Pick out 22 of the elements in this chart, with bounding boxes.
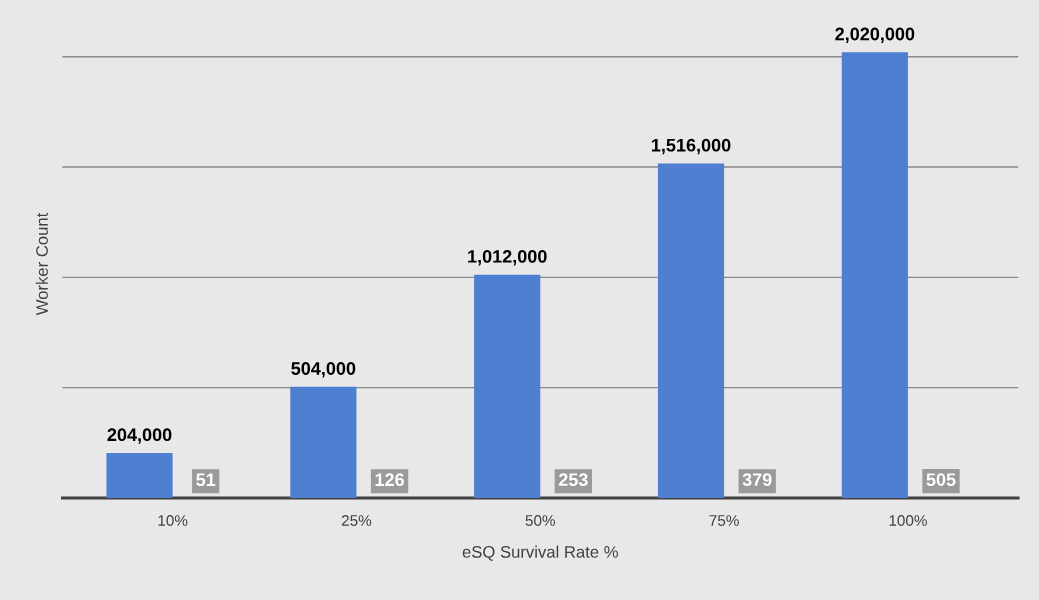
data-label: 379: [742, 473, 772, 487]
x-tick-label: 75%: [709, 515, 739, 526]
x-axis-title: eSQ Survival Rate %: [462, 545, 618, 561]
data-label: 1,516,000: [651, 138, 731, 155]
data-label: 253: [558, 473, 588, 487]
data-label: 51: [196, 473, 216, 487]
bar: [290, 386, 357, 498]
x-tick-label: 50%: [525, 515, 556, 526]
data-label: 1,012,000: [468, 250, 547, 266]
data-label: 126: [375, 473, 404, 487]
data-label: 504,000: [291, 362, 356, 378]
x-tick-label: 100%: [889, 515, 927, 526]
data-label: 204,000: [107, 428, 172, 444]
bar: [657, 163, 725, 498]
data-label: 2,020,000: [835, 27, 915, 43]
x-tick-label: 25%: [341, 515, 372, 526]
bar: [841, 52, 908, 498]
y-axis-title: Worker Count: [35, 212, 48, 316]
data-label: 505: [926, 473, 956, 486]
bar: [474, 274, 541, 498]
x-tick-label: 10%: [158, 515, 188, 526]
bar: [106, 452, 173, 498]
